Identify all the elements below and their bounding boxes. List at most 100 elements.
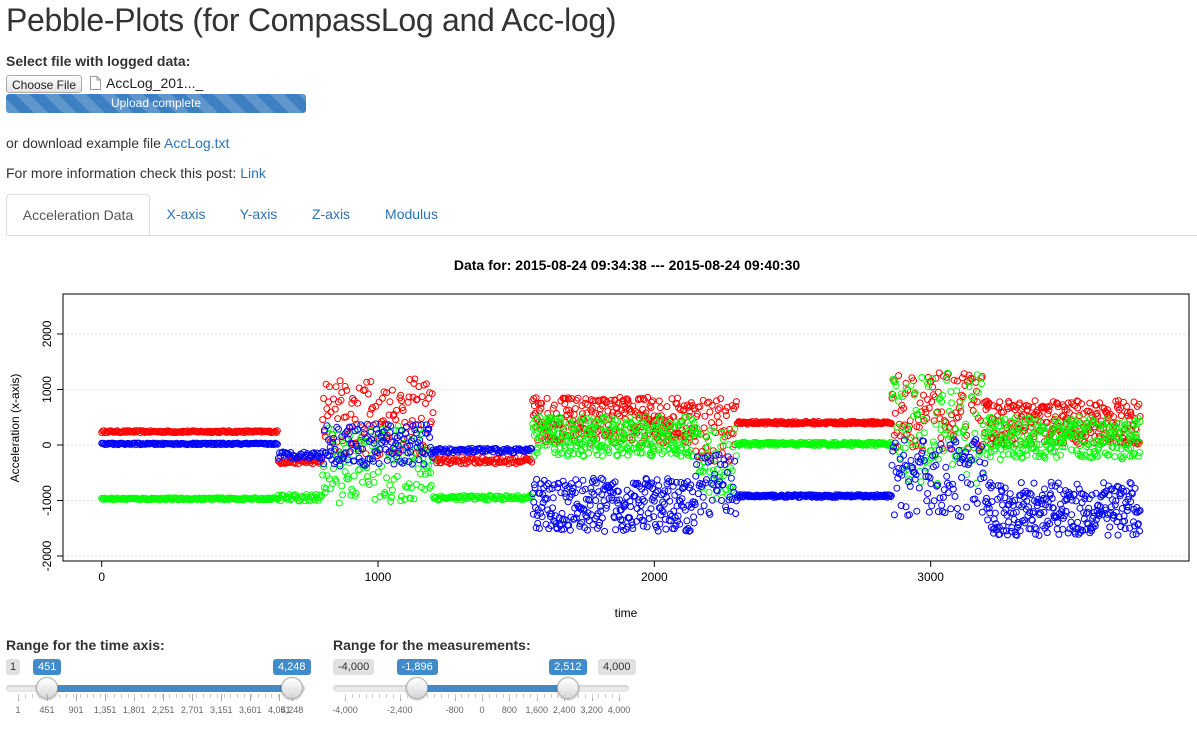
data-point: [905, 511, 913, 519]
tab-bar: Acceleration Data X-axis Y-axis Z-axis M…: [6, 194, 1197, 236]
data-point: [561, 400, 569, 408]
choose-file-button[interactable]: Choose File: [6, 75, 82, 93]
data-point: [531, 484, 539, 492]
slider-minor-tick: [175, 694, 177, 698]
data-point: [887, 493, 895, 501]
data-point: [1107, 503, 1115, 511]
measurement-from-handle[interactable]: [406, 677, 429, 699]
data-point: [692, 472, 700, 480]
data-point: [1023, 451, 1031, 459]
data-point: [413, 443, 421, 451]
data-point: [949, 432, 957, 440]
data-point: [1128, 490, 1136, 498]
data-point: [709, 466, 717, 474]
data-point: [411, 426, 419, 434]
data-point: [723, 469, 731, 476]
data-point: [1057, 500, 1064, 508]
data-point: [887, 492, 895, 500]
data-point: [331, 405, 339, 413]
data-point: [427, 481, 435, 489]
slider-major-tick: [47, 694, 49, 701]
slider-minor-tick: [529, 694, 531, 698]
data-point: [626, 514, 633, 522]
data-point: [948, 399, 956, 407]
data-point: [722, 412, 730, 419]
data-point: [958, 474, 966, 482]
tab-y-axis[interactable]: Y-axis: [239, 206, 278, 222]
data-point: [675, 488, 683, 496]
data-point: [359, 445, 366, 453]
data-point: [707, 457, 715, 465]
data-point: [593, 451, 601, 459]
data-point: [353, 442, 361, 450]
data-point: [732, 398, 740, 406]
data-point: [1026, 489, 1034, 497]
data-point: [1088, 438, 1096, 446]
data-point: [1044, 423, 1052, 430]
data-point: [1052, 443, 1060, 451]
data-point: [1039, 424, 1047, 432]
data-point: [978, 508, 986, 516]
data-point: [1083, 422, 1091, 430]
data-point: [672, 449, 680, 457]
data-point: [422, 380, 430, 388]
data-point: [367, 428, 375, 436]
data-point: [949, 485, 957, 493]
slider-minor-tick: [406, 694, 408, 698]
data-point: [973, 398, 981, 406]
slider-minor-tick: [372, 694, 374, 698]
data-point: [587, 406, 595, 414]
tab-modulus[interactable]: Modulus: [385, 206, 438, 222]
measurement-to-handle[interactable]: [557, 677, 580, 699]
data-point: [934, 481, 941, 489]
data-point: [696, 403, 704, 411]
data-point: [1101, 449, 1109, 457]
tab-acceleration-data[interactable]: Acceleration Data: [6, 194, 150, 235]
data-point: [890, 443, 898, 451]
data-point: [398, 404, 406, 412]
data-point: [963, 479, 971, 487]
data-point: [655, 482, 663, 490]
info-post-link[interactable]: Link: [240, 165, 266, 181]
data-point: [605, 445, 612, 453]
tab-z-axis[interactable]: Z-axis: [311, 206, 351, 222]
slider-minor-tick: [468, 694, 470, 698]
data-point: [987, 448, 995, 456]
data-point: [417, 470, 425, 478]
data-point: [1055, 420, 1063, 428]
data-point: [939, 447, 947, 455]
slider-minor-tick: [148, 694, 150, 698]
data-point: [931, 451, 939, 459]
data-point: [958, 446, 966, 454]
data-point: [330, 395, 337, 403]
data-point: [913, 423, 921, 431]
data-point: [1040, 508, 1048, 516]
data-point: [723, 403, 731, 411]
time-range-fill: [47, 685, 292, 692]
data-point: [383, 389, 391, 397]
data-point: [584, 401, 591, 409]
x-axis-label: time: [615, 606, 638, 620]
data-point: [529, 510, 537, 518]
data-point: [892, 382, 900, 390]
data-point: [944, 369, 951, 377]
data-point: [1055, 424, 1063, 432]
data-point: [609, 489, 617, 497]
data-point: [984, 429, 992, 437]
download-example-link[interactable]: AccLog.txt: [164, 135, 230, 151]
data-point: [667, 517, 675, 525]
data-point: [388, 438, 395, 446]
data-point: [685, 436, 693, 444]
data-point: [611, 514, 618, 522]
data-point: [901, 444, 909, 452]
data-point: [1088, 527, 1095, 535]
data-point: [528, 445, 536, 453]
data-point: [372, 420, 380, 428]
data-point: [1113, 444, 1121, 452]
tab-x-axis[interactable]: X-axis: [166, 206, 206, 222]
data-point: [1123, 402, 1131, 410]
data-point: [1062, 507, 1070, 515]
data-point: [1064, 529, 1072, 537]
data-point: [973, 499, 981, 507]
slider-minor-tick: [550, 694, 552, 698]
